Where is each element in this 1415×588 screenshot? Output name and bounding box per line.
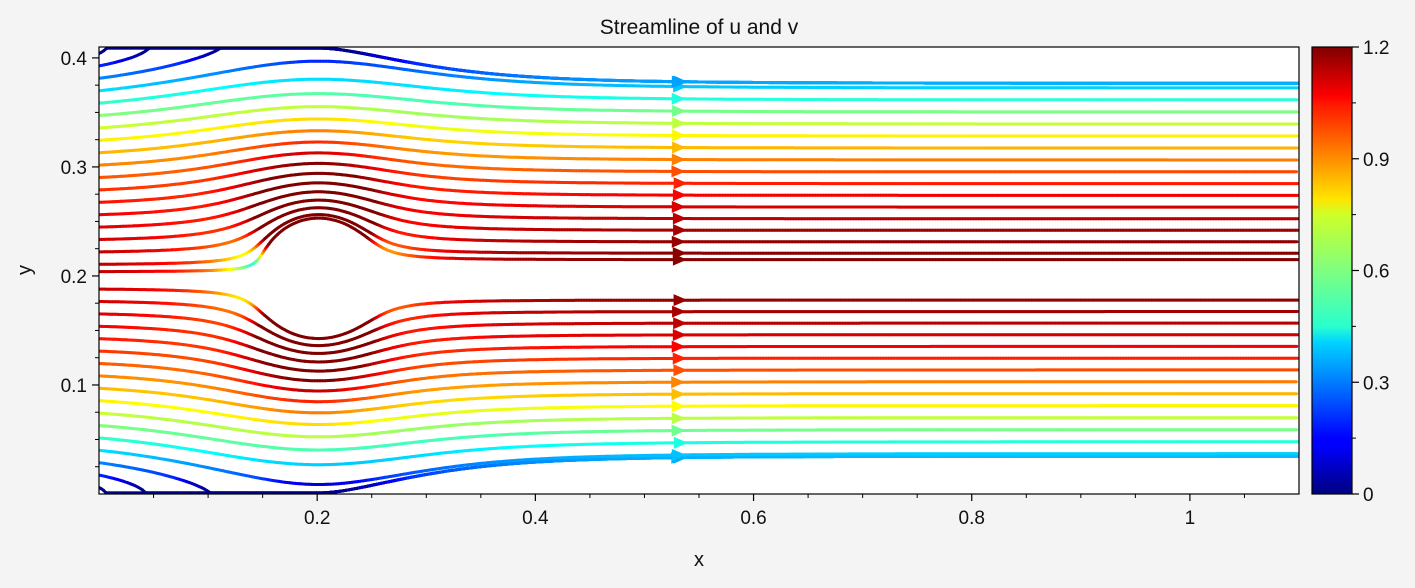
plot-area [99,47,1299,494]
chart-title: Streamline of u and v [600,16,799,39]
